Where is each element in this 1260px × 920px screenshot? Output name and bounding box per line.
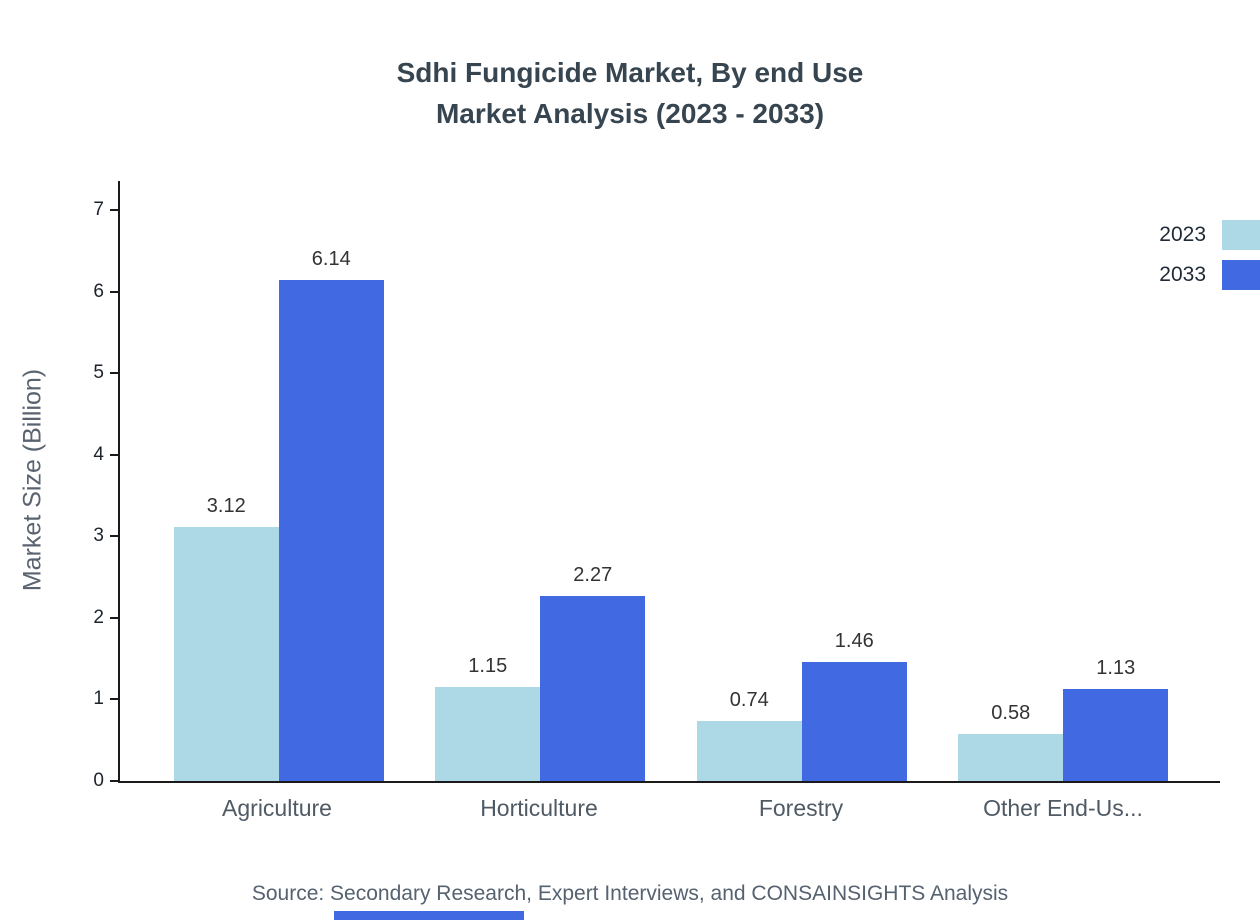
x-labels: Agriculture Horticulture Forestry Other End… [146,795,1194,822]
y-tick-label: 0 [93,770,104,791]
bar-value-label: 3.12 [206,494,246,517]
bars-region: 3.12 6.14 1.15 2.27 0.74 1.46 0.58 1.13 [148,181,1194,781]
bottom-accent-bar [334,911,524,920]
y-tick-mark [110,372,118,375]
chart-title-line-2: Market Analysis (2023 - 2033) [435,98,825,129]
chart-title: Sdhi Fungicide Market, By end Use Market… [0,52,1260,134]
y-tick-mark [110,780,118,782]
bar-2023: 0.58 [958,702,1064,781]
legend-swatch [1222,220,1260,250]
legend-swatch [1222,260,1260,290]
chart-title-line-1: Sdhi Fungicide Market, By end Use [396,57,864,88]
bar-group: 1.15 2.27 [410,181,672,781]
y-tick-mark [110,698,118,701]
bar-2033: 1.46 [801,630,907,781]
bar-2023: 0.74 [696,689,802,781]
y-tick-mark [110,209,118,212]
y-tick-label: 1 [93,688,104,710]
y-tick-marks [110,181,1220,782]
legend-item-2033[interactable]: 2033 [1159,260,1260,290]
category-label: Forestry [758,795,844,821]
bar-value-label: 6.14 [311,248,351,271]
y-tick-mark [110,535,118,538]
y-tick-label: 3 [93,525,104,547]
source-note: Source: Secondary Research, Expert Inter… [251,882,1009,905]
bar-2033: 2.27 [540,564,646,781]
legend: 2023 2033 [1159,220,1260,290]
bar-2033: 1.13 [1063,657,1169,781]
y-tick-mark [110,453,118,456]
bar-value-label: 0.58 [991,701,1031,724]
legend-label: 2033 [1159,263,1206,286]
y-tick-mark [110,290,118,293]
plot-area: 3.12 6.14 1.15 2.27 0.74 1.46 0.58 1.13 [110,181,1220,783]
bar-value-label: 2.27 [573,563,613,586]
bar-value-label: 1.13 [1096,656,1136,679]
bar-2023: 1.15 [435,655,541,781]
y-tick-label: 7 [93,199,104,221]
category-label: Agriculture [222,795,332,821]
category-label: Other End-Us... [983,795,1143,821]
bar-value-label: 0.74 [729,688,769,711]
bar-group: 0.58 1.13 [933,181,1195,781]
bar-2033: 6.14 [278,248,384,781]
bar-2023: 3.12 [173,495,279,781]
bar-group: 0.74 1.46 [671,181,933,781]
bar-value-label: 1.15 [468,655,508,678]
category-label: Horticulture [480,795,598,821]
y-axis-ticks: 0 1 2 3 4 5 6 7 [40,181,104,791]
legend-label: 2023 [1159,223,1206,246]
y-tick-mark [110,616,118,619]
legend-item-2023[interactable]: 2023 [1159,220,1260,250]
bar-value-label: 1.46 [834,629,874,652]
y-tick-label: 6 [93,280,104,302]
y-tick-label: 2 [93,606,104,628]
bar-group: 3.12 6.14 [148,181,410,781]
y-tick-label: 4 [93,443,104,465]
y-tick-label: 5 [93,362,104,384]
